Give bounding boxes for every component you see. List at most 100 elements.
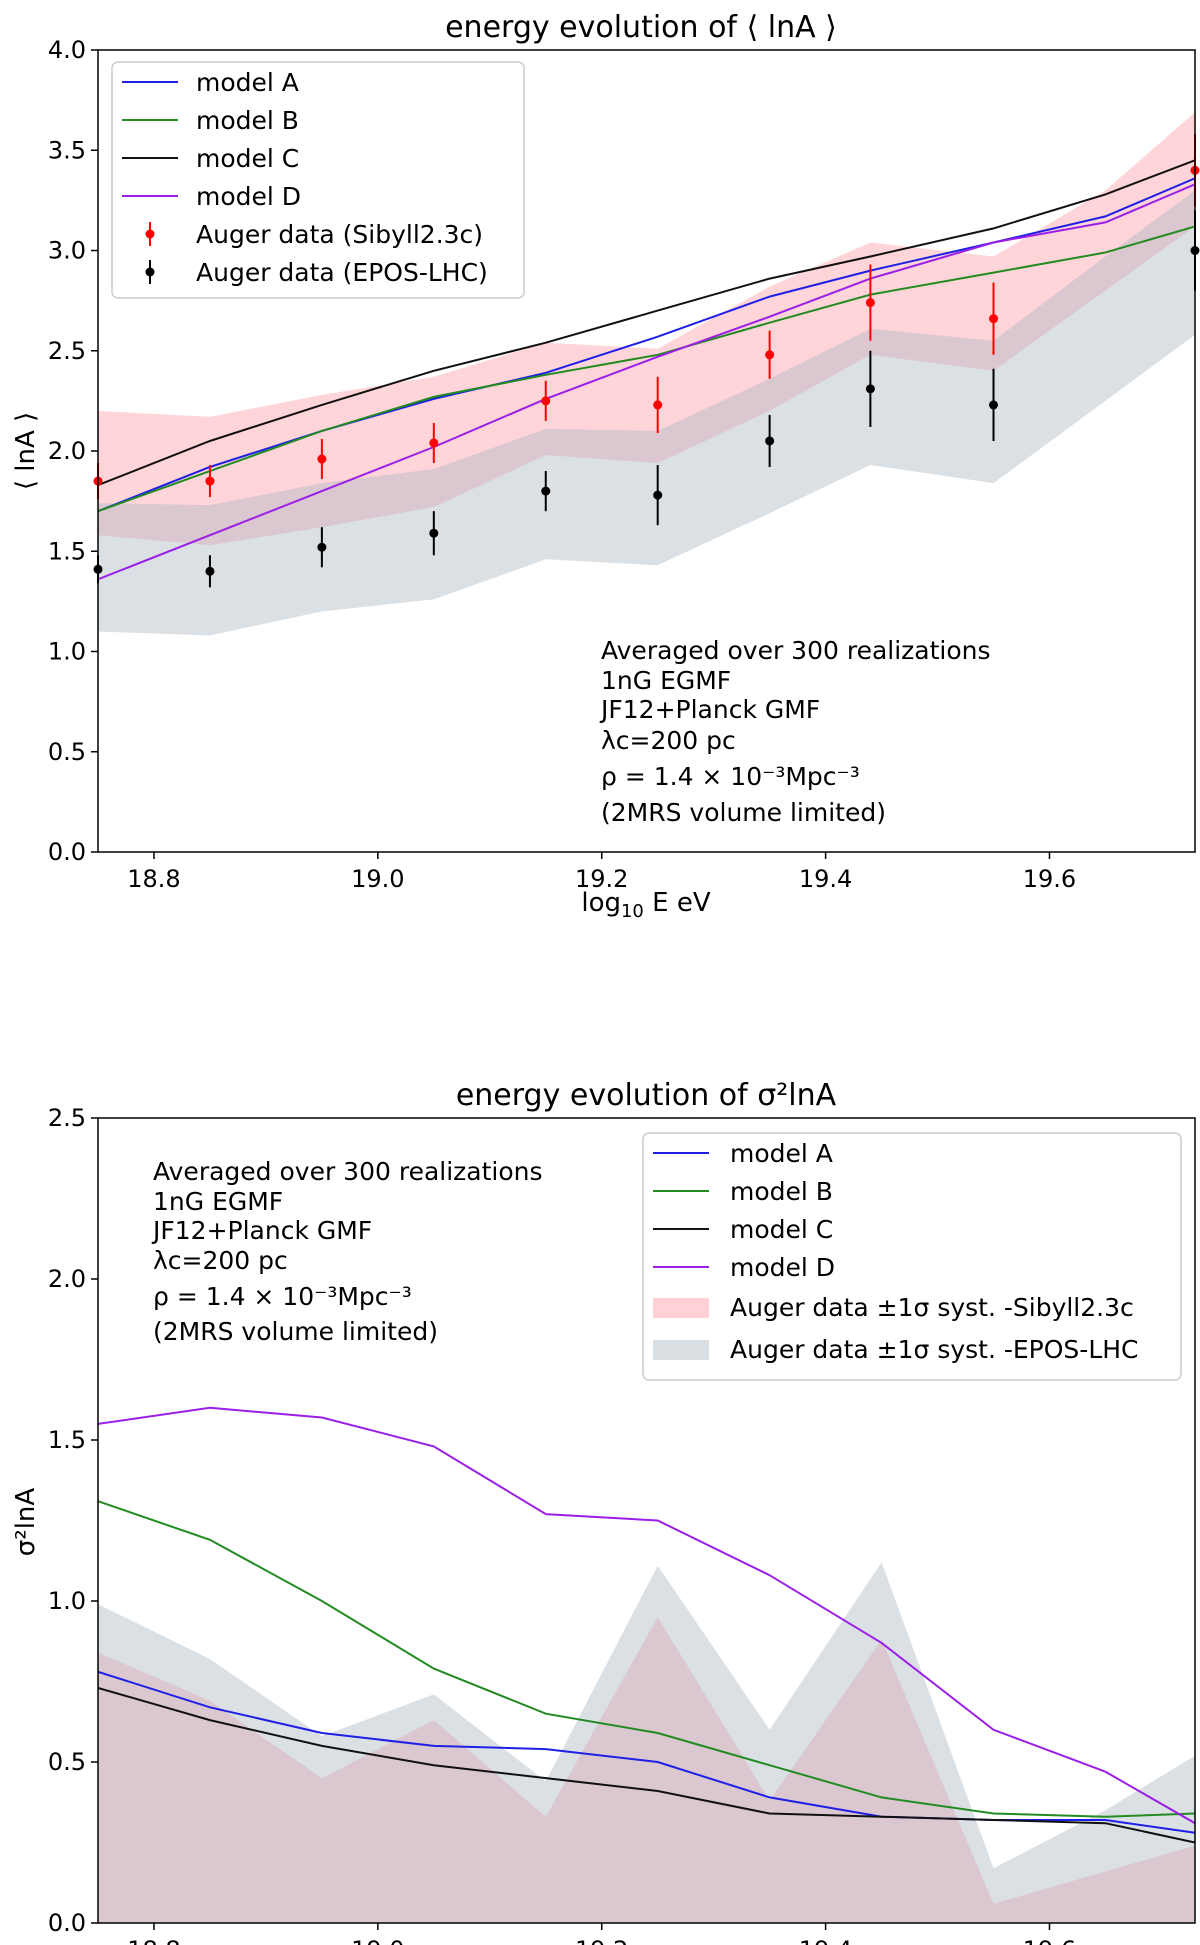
annotation2-line-6: (2MRS volume limited): [153, 1317, 438, 1346]
y-tick-label: 1.0: [48, 1587, 86, 1615]
y-tick-label: 4.0: [48, 36, 86, 64]
legend2-swatch-sibyll-band: [653, 1298, 709, 1318]
y-tick-label: 0.0: [48, 1909, 86, 1937]
legend-label-model-b: model B: [196, 106, 299, 135]
x-tick-label: 19.0: [351, 865, 404, 893]
series-line-model-b: [98, 1500, 1195, 1818]
annotation2-line-5: ρ = 1.4 × 10⁻³Mpc⁻³: [153, 1282, 412, 1311]
data-point-auger-data-sibyll2-3c: [429, 422, 439, 464]
annotation2-line-3: JF12+Planck GMF: [151, 1216, 372, 1245]
annotation2-line-2: 1nG EGMF: [153, 1187, 283, 1216]
annotation-line-5: ρ = 1.4 × 10⁻³Mpc⁻³: [601, 762, 860, 791]
y-tick-label: 1.5: [48, 1426, 86, 1454]
chart-lnA-annotation: Averaged over 300 realizations 1nG EGMF …: [599, 636, 991, 827]
legend2-label-model-b: model B: [730, 1177, 833, 1206]
x-tick-label: 19.4: [799, 865, 852, 893]
y-tick-label: 1.0: [48, 638, 86, 666]
data-point-auger-data-sibyll2-3c: [541, 380, 551, 421]
x-tick-label: 19.6: [1023, 865, 1076, 893]
data-marker: [765, 436, 775, 446]
band-sibyll2-3c-syst-band: [98, 112, 1195, 546]
data-marker: [317, 542, 327, 552]
data-point-auger-data-sibyll2-3c: [989, 282, 999, 355]
legend2-label-model-c: model C: [730, 1215, 833, 1244]
chart-lnA-y-ticks: 0.0 0.5 1.0 1.5 2.0 2.5 3.0 3.5 4.0: [48, 36, 98, 866]
data-point-auger-data-sibyll2-3c: [653, 376, 663, 433]
chart-lnA: energy evolution of ⟨ lnA ⟩ 18.8 19.0 19.2…: [11, 10, 1200, 922]
x-tick-label: 18.8: [127, 865, 180, 893]
data-marker: [317, 454, 327, 464]
y-tick-label: 0.5: [48, 738, 86, 766]
chart-sigma2-x-ticks: 18.8 19.0 19.2 19.4 19.6: [127, 1923, 1076, 1945]
legend-swatch-epos-points: [145, 260, 155, 284]
chart-lnA-legend: model A model B model C model D Auger da…: [111, 61, 525, 299]
data-marker: [989, 400, 999, 410]
data-point-auger-data-sibyll2-3c: [765, 330, 775, 379]
chart-sigma2-lines: [98, 1406, 1195, 1844]
legend-label-epos-points: Auger data (EPOS-LHC): [196, 258, 488, 287]
y-tick-label: 2.0: [48, 1265, 86, 1293]
legend2-label-model-a: model A: [730, 1139, 833, 1168]
chart-sigma2-title: energy evolution of σ²lnA: [456, 1078, 837, 1113]
chart-sigma2-bands: [98, 1562, 1195, 1923]
series-line-model-d: [98, 183, 1195, 581]
chart-sigma2-lnA: energy evolution of σ²lnA 18.8 19.0 19.2 19…: [11, 1078, 1196, 1945]
data-marker: [865, 298, 875, 308]
series-line-model-c: [98, 1686, 1195, 1844]
annotation2-line-1: Averaged over 300 realizations: [153, 1157, 543, 1186]
data-point-auger-data-sibyll2-3c: [317, 438, 327, 480]
y-tick-label: 1.5: [48, 537, 86, 565]
y-tick-label: 0.5: [48, 1748, 86, 1776]
annotation-line-6: (2MRS volume limited): [601, 798, 886, 827]
data-marker: [205, 566, 215, 576]
data-point-auger-data-epos-lhc: [865, 350, 875, 427]
chart-sigma2-y-label: σ²lnA: [11, 1488, 41, 1557]
legend-swatch-sibyll-points: [145, 222, 155, 246]
annotation-line-1: Averaged over 300 realizations: [601, 636, 991, 665]
series-line-model-d: [98, 1406, 1195, 1825]
x-tick-label: 19.4: [799, 1936, 852, 1945]
data-point-auger-data-epos-lhc: [989, 368, 999, 441]
y-tick-label: 0.0: [48, 838, 86, 866]
chart-sigma2-annotation: Averaged over 300 realizations 1nG EGMF …: [151, 1157, 543, 1346]
data-marker: [429, 438, 439, 448]
data-marker: [653, 490, 663, 500]
chart-sigma2-legend: model A model B model C model D Auger da…: [642, 1132, 1182, 1381]
x-tick-label: 19.6: [1023, 1936, 1076, 1945]
chart-sigma2-y-ticks: 0.0 0.5 1.0 1.5 2.0 2.5: [48, 1104, 98, 1937]
y-tick-label: 2.5: [48, 337, 86, 365]
legend-label-model-c: model C: [196, 144, 299, 173]
legend-label-sibyll-points: Auger data (Sibyll2.3c): [196, 220, 483, 249]
chart-lnA-x-label: log10 E eV: [581, 888, 711, 922]
band-epos-lhc-syst-band: [98, 190, 1195, 636]
x-tick-label: 19.0: [351, 1936, 404, 1945]
data-marker: [429, 528, 439, 538]
legend2-label-sibyll-band: Auger data ±1σ syst. -Sibyll2.3c: [730, 1293, 1134, 1322]
data-marker: [541, 396, 551, 406]
chart-lnA-bands: [98, 112, 1195, 636]
legend2-label-epos-band: Auger data ±1σ syst. -EPOS-LHC: [730, 1335, 1139, 1364]
data-point-auger-data-epos-lhc: [541, 471, 551, 512]
y-tick-label: 2.0: [48, 437, 86, 465]
chart-lnA-title: energy evolution of ⟨ lnA ⟩: [445, 10, 837, 45]
data-point-auger-data-epos-lhc: [205, 555, 215, 588]
data-point-auger-data-epos-lhc: [765, 414, 775, 468]
band-auger-data-1-syst-sibyll2-3c: [98, 1617, 1195, 1923]
chart-lnA-y-label: ⟨ lnA ⟩: [11, 412, 41, 490]
x-tick-label: 19.2: [575, 865, 628, 893]
data-point-auger-data-sibyll2-3c: [865, 264, 875, 341]
series-line-model-c: [98, 159, 1195, 487]
band-auger-data-1-syst-epos-lhc: [98, 1562, 1195, 1923]
series-line-model-a: [98, 177, 1195, 513]
data-point-auger-data-sibyll2-3c: [205, 465, 215, 498]
legend-label-model-d: model D: [196, 182, 301, 211]
series-line-model-a: [98, 1670, 1195, 1834]
chart-lnA-lines: [98, 159, 1195, 581]
y-tick-label: 3.0: [48, 237, 86, 265]
data-point-auger-data-epos-lhc: [317, 527, 327, 568]
x-tick-label: 19.2: [575, 1936, 628, 1945]
data-marker: [205, 476, 215, 486]
data-point-auger-data-epos-lhc: [653, 465, 663, 526]
data-marker: [989, 314, 999, 324]
